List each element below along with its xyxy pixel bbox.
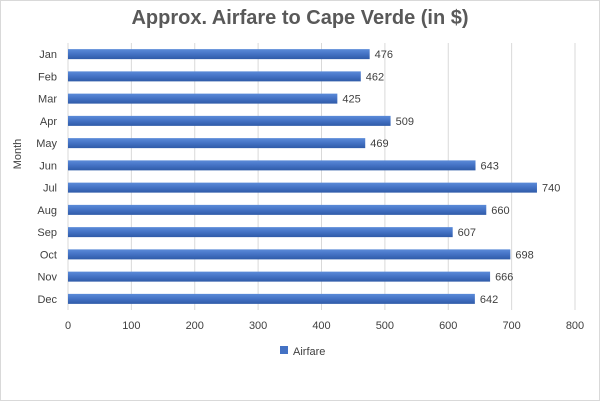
x-tick-label: 100 bbox=[122, 320, 140, 332]
data-label: 643 bbox=[481, 160, 499, 172]
x-tick-label: 0 bbox=[65, 320, 71, 332]
legend-swatch-airfare bbox=[280, 346, 288, 354]
data-label: 476 bbox=[375, 49, 393, 61]
bar-apr bbox=[68, 115, 391, 126]
data-label: 509 bbox=[396, 116, 414, 128]
y-tick-label: Feb bbox=[38, 71, 57, 83]
y-tick-label: Aug bbox=[37, 205, 57, 217]
gridlines bbox=[67, 43, 576, 310]
data-label: 642 bbox=[480, 294, 498, 306]
data-label: 698 bbox=[515, 249, 533, 261]
bar-dec bbox=[68, 293, 475, 304]
x-tick-label: 800 bbox=[566, 320, 584, 332]
x-tick-label: 500 bbox=[376, 320, 394, 332]
bar-may bbox=[68, 138, 366, 149]
data-label: 666 bbox=[495, 272, 513, 284]
x-tick-label: 200 bbox=[186, 320, 204, 332]
y-tick-label: Jun bbox=[39, 160, 57, 172]
bars bbox=[68, 49, 537, 304]
y-tick-label: May bbox=[36, 138, 57, 150]
x-tick-label: 300 bbox=[249, 320, 267, 332]
data-label: 740 bbox=[542, 183, 560, 195]
x-tick-label: 700 bbox=[502, 320, 520, 332]
bar-jun bbox=[68, 160, 476, 171]
bar-mar bbox=[68, 93, 338, 104]
bar-oct bbox=[68, 249, 511, 260]
y-tick-labels: Jan Feb Mar Apr May Jun Jul Aug Sep Oct Nov Dec bbox=[36, 49, 57, 306]
y-tick-label: Jan bbox=[39, 49, 57, 61]
bar-sep bbox=[68, 227, 453, 238]
y-tick-label: Jul bbox=[43, 183, 57, 195]
legend-label-airfare: Airfare bbox=[293, 346, 325, 358]
data-label: 462 bbox=[366, 71, 384, 83]
bar-feb bbox=[68, 71, 361, 82]
x-tick-label: 600 bbox=[439, 320, 457, 332]
y-tick-label: Mar bbox=[38, 94, 57, 106]
y-tick-label: Nov bbox=[37, 272, 57, 284]
data-label: 660 bbox=[491, 205, 509, 217]
bar-nov bbox=[68, 271, 491, 282]
x-tick-label: 400 bbox=[312, 320, 330, 332]
bar-aug bbox=[68, 204, 487, 215]
data-label: 607 bbox=[458, 227, 476, 239]
bar-jan bbox=[68, 49, 370, 60]
y-tick-label: Oct bbox=[40, 249, 57, 261]
y-axis-title: Month bbox=[12, 139, 24, 170]
legend: Airfare bbox=[280, 346, 325, 358]
bar-jul bbox=[68, 182, 537, 193]
data-label: 425 bbox=[342, 94, 360, 106]
y-tick-label: Apr bbox=[40, 116, 57, 128]
x-tick-labels: 0 100 200 300 400 500 600 700 800 bbox=[65, 320, 584, 332]
y-tick-label: Dec bbox=[37, 294, 57, 306]
y-tick-label: Sep bbox=[37, 227, 57, 239]
data-label: 469 bbox=[370, 138, 388, 150]
chart-title: Approx. Airfare to Cape Verde (in $) bbox=[131, 7, 468, 29]
